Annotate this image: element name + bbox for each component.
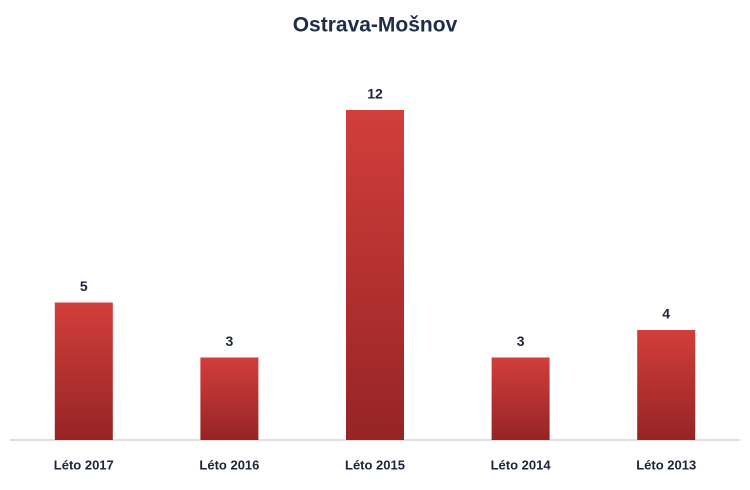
bar (637, 330, 696, 440)
value-label: 4 (662, 306, 670, 322)
value-label: 5 (80, 278, 88, 294)
bar (200, 357, 259, 440)
x-tick-label: Léto 2015 (345, 457, 405, 472)
value-label: 12 (367, 86, 383, 102)
value-label: 3 (517, 333, 525, 349)
value-label: 3 (226, 333, 234, 349)
x-tick-label: Léto 2013 (636, 457, 696, 472)
bar (491, 357, 550, 440)
x-tick-label: Léto 2017 (54, 457, 114, 472)
bar (346, 110, 404, 440)
x-tick-label: Léto 2016 (199, 457, 259, 472)
chart-title: Ostrava-Mošnov (293, 14, 458, 37)
bar (54, 302, 113, 440)
x-tick-label: Léto 2014 (491, 457, 552, 472)
